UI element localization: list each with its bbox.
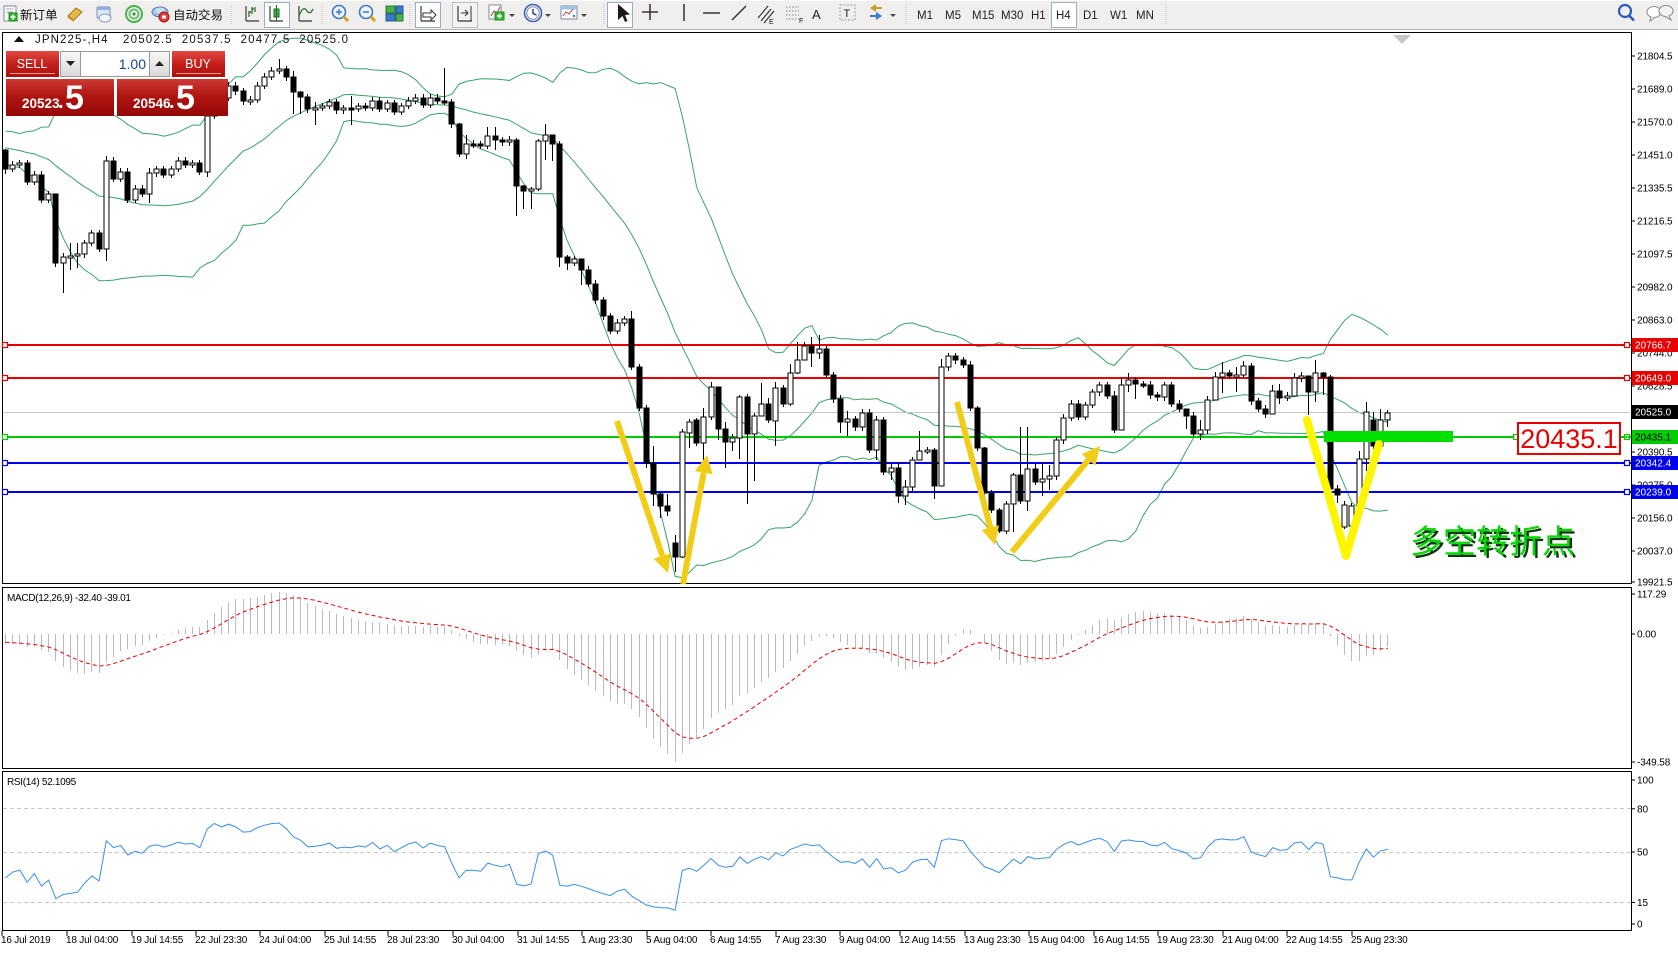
svg-text:80: 80 xyxy=(1637,804,1649,815)
svg-text:21451.0: 21451.0 xyxy=(1637,151,1673,162)
svg-text:20649.0: 20649.0 xyxy=(1635,374,1672,385)
svg-text:W1: W1 xyxy=(1110,10,1127,22)
svg-text:20766.7: 20766.7 xyxy=(1635,341,1672,352)
svg-text:25 Aug 23:30: 25 Aug 23:30 xyxy=(1351,935,1408,946)
svg-text:M5: M5 xyxy=(945,10,961,22)
svg-text:21804.5: 21804.5 xyxy=(1637,52,1673,63)
svg-text:22 Jul 23:30: 22 Jul 23:30 xyxy=(195,935,248,946)
svg-text:M1: M1 xyxy=(917,10,933,22)
svg-text:20435.1: 20435.1 xyxy=(1635,433,1672,444)
svg-text:19921.5: 19921.5 xyxy=(1637,578,1673,589)
svg-text:20390.5: 20390.5 xyxy=(1637,448,1673,459)
svg-text:5: 5 xyxy=(176,79,195,117)
svg-text:BUY: BUY xyxy=(185,57,211,71)
svg-text:18 Jul 04:00: 18 Jul 04:00 xyxy=(66,935,119,946)
svg-text:22 Aug 14:55: 22 Aug 14:55 xyxy=(1286,935,1343,946)
svg-text:20156.0: 20156.0 xyxy=(1637,514,1673,525)
svg-text:JPN225-,H4: JPN225-,H4 xyxy=(35,34,109,46)
svg-text:30 Jul 04:00: 30 Jul 04:00 xyxy=(452,935,505,946)
svg-text:1.00: 1.00 xyxy=(119,56,146,72)
svg-text:15: 15 xyxy=(1637,898,1649,909)
svg-text:25 Jul 14:55: 25 Jul 14:55 xyxy=(324,935,377,946)
svg-text:.: . xyxy=(58,91,64,113)
svg-text:1 Aug 23:30: 1 Aug 23:30 xyxy=(581,935,633,946)
svg-text:H1: H1 xyxy=(1031,10,1046,22)
svg-text:MACD(12,26,9) -32.40 -39.01: MACD(12,26,9) -32.40 -39.01 xyxy=(7,593,131,604)
svg-text:20525.0: 20525.0 xyxy=(1635,408,1672,419)
svg-text:16 Aug 14:55: 16 Aug 14:55 xyxy=(1093,935,1150,946)
svg-text:21097.5: 21097.5 xyxy=(1637,250,1673,261)
svg-text:20239.0: 20239.0 xyxy=(1635,488,1672,499)
svg-text:9 Aug 04:00: 9 Aug 04:00 xyxy=(839,935,891,946)
svg-text:T: T xyxy=(844,8,851,20)
svg-text:28 Jul 23:30: 28 Jul 23:30 xyxy=(387,935,440,946)
svg-text:12 Aug 14:55: 12 Aug 14:55 xyxy=(899,935,956,946)
svg-text:MN: MN xyxy=(1136,10,1154,22)
svg-text:15 Aug 04:00: 15 Aug 04:00 xyxy=(1028,935,1085,946)
svg-text:M30: M30 xyxy=(1001,10,1023,22)
svg-text:D1: D1 xyxy=(1083,10,1098,22)
svg-text:20863.0: 20863.0 xyxy=(1637,316,1673,327)
svg-text:20435.1: 20435.1 xyxy=(1520,424,1618,454)
svg-text:19 Aug 23:30: 19 Aug 23:30 xyxy=(1157,935,1214,946)
svg-text:0.00: 0.00 xyxy=(1637,630,1657,641)
svg-text:31 Jul 14:55: 31 Jul 14:55 xyxy=(517,935,570,946)
svg-text:M15: M15 xyxy=(972,10,994,22)
svg-text:100: 100 xyxy=(1637,776,1654,787)
svg-text:20628.5: 20628.5 xyxy=(1637,382,1673,393)
svg-text:SELL: SELL xyxy=(17,57,48,71)
svg-text:H4: H4 xyxy=(1056,10,1071,22)
svg-text:20523: 20523 xyxy=(22,96,60,111)
svg-text:20037.0: 20037.0 xyxy=(1637,547,1673,558)
svg-text:6 Aug 14:55: 6 Aug 14:55 xyxy=(710,935,762,946)
svg-text:117.29: 117.29 xyxy=(1637,590,1667,601)
svg-text:20744.0: 20744.0 xyxy=(1637,349,1673,360)
svg-text:.: . xyxy=(169,91,175,113)
svg-text:21689.0: 21689.0 xyxy=(1637,85,1673,96)
svg-text:50: 50 xyxy=(1637,848,1649,859)
svg-text:A: A xyxy=(812,7,821,22)
svg-text:5 Aug 04:00: 5 Aug 04:00 xyxy=(646,935,698,946)
svg-text:20342.4: 20342.4 xyxy=(1635,459,1672,470)
svg-text:21 Aug 04:00: 21 Aug 04:00 xyxy=(1222,935,1279,946)
svg-text:21216.5: 21216.5 xyxy=(1637,217,1673,228)
svg-text:21570.0: 21570.0 xyxy=(1637,118,1673,129)
svg-text:5: 5 xyxy=(65,79,84,117)
svg-text:20502.5 20537.5 20477.5 205: 20502.5 20537.5 20477.5 20525.0 xyxy=(123,34,349,46)
svg-text:E: E xyxy=(769,19,774,26)
svg-text:20982.0: 20982.0 xyxy=(1637,283,1673,294)
svg-text:-349.58: -349.58 xyxy=(1637,758,1671,769)
svg-text:21335.5: 21335.5 xyxy=(1637,184,1673,195)
svg-text:19 Jul 14:55: 19 Jul 14:55 xyxy=(131,935,184,946)
svg-text:RSI(14) 52.1095: RSI(14) 52.1095 xyxy=(7,777,77,788)
svg-text:13 Aug 23:30: 13 Aug 23:30 xyxy=(964,935,1021,946)
svg-text:0: 0 xyxy=(1637,920,1643,931)
svg-text:20546: 20546 xyxy=(133,96,171,111)
svg-text:F: F xyxy=(799,18,803,25)
svg-text:16 Jul 2019: 16 Jul 2019 xyxy=(1,935,51,946)
svg-text:24 Jul 04:00: 24 Jul 04:00 xyxy=(259,935,312,946)
svg-text:7 Aug 23:30: 7 Aug 23:30 xyxy=(775,935,827,946)
